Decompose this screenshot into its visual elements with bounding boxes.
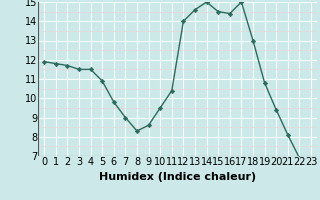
X-axis label: Humidex (Indice chaleur): Humidex (Indice chaleur) [99,172,256,182]
